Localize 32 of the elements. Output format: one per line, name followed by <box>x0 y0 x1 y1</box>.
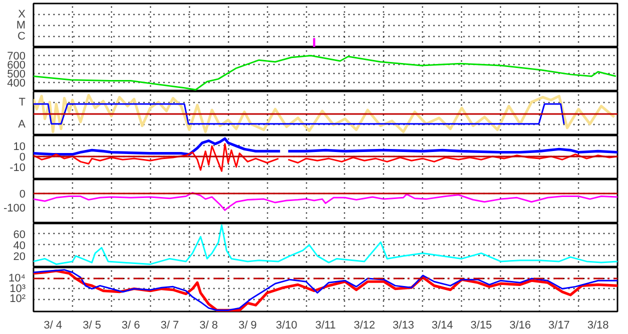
y-tick-label: 10⁴ <box>8 272 26 285</box>
y-tick-label: 10 <box>13 140 26 153</box>
y-tick-label: 60 <box>13 228 26 241</box>
x-tick-label: 3/ 5 <box>82 320 102 332</box>
text: T <box>18 96 26 108</box>
y-tick-label: -10 <box>10 162 26 174</box>
x-tick-label: 3/ 6 <box>122 320 140 332</box>
x-tick-label: 3/18 <box>587 320 609 332</box>
y-tick-label: 10² <box>10 293 26 305</box>
y-tick-label: 20 <box>13 250 26 263</box>
text: X <box>18 8 26 20</box>
x-tick-label: 3/17 <box>548 320 570 332</box>
x-tick-label: 3/12 <box>354 320 376 332</box>
text: C <box>18 30 26 42</box>
y-tick-label: 0 <box>19 151 26 164</box>
text: M <box>16 20 26 32</box>
x-tick-label: 3/14 <box>432 320 454 332</box>
text: A <box>18 118 26 130</box>
x-tick-label: 3/ 8 <box>200 320 218 332</box>
x-tick-label: 3/15 <box>470 320 492 332</box>
y-tick-label: -100 <box>3 202 26 214</box>
y-tick-label: 400 <box>7 78 26 90</box>
x-tick-label: 3/10 <box>276 320 298 332</box>
x-tick-label: 3/ 9 <box>238 320 257 332</box>
x-tick-label: 3/16 <box>509 320 531 332</box>
y-tick-label: 0 <box>19 188 26 200</box>
x-tick-label: 3/ 7 <box>160 320 179 332</box>
x-tick-label: 3/13 <box>392 320 414 332</box>
x-tick-label: 3/ 4 <box>44 320 62 332</box>
y-tick-label: 10³ <box>10 282 26 295</box>
x-tick-label: 3/11 <box>315 320 336 332</box>
y-tick-label: 40 <box>13 240 26 252</box>
